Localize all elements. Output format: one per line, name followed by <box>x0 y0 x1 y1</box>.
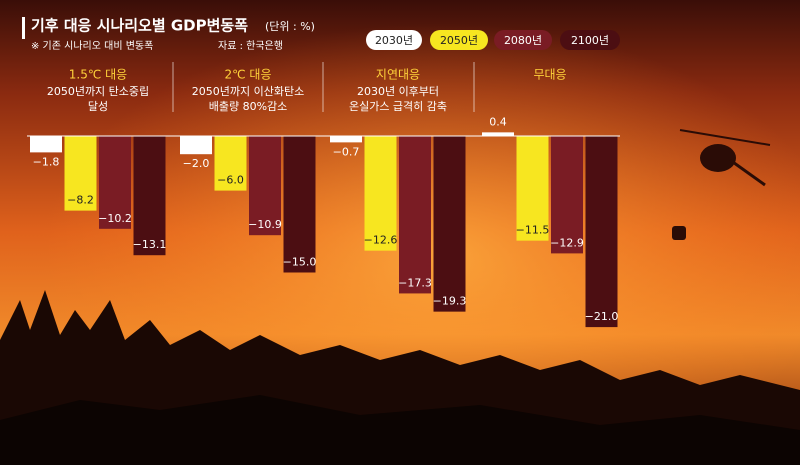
bar <box>180 136 212 155</box>
value-label: 0.4 <box>489 115 507 128</box>
category-description: 2050년까지 탄소중립 <box>47 85 149 98</box>
category-description: 2050년까지 이산화탄소 <box>192 85 304 98</box>
bar <box>364 136 397 251</box>
legend-swatch <box>366 30 422 50</box>
bar <box>214 136 247 191</box>
value-label: −12.9 <box>550 236 584 249</box>
value-label: −13.1 <box>133 238 167 251</box>
bar <box>30 136 62 153</box>
value-label: −11.5 <box>516 224 550 237</box>
value-label: −6.0 <box>217 174 244 187</box>
value-label: −8.2 <box>67 194 94 207</box>
value-label: −17.3 <box>398 276 432 289</box>
legend-label: 2080년 <box>504 34 542 47</box>
value-label: −1.8 <box>33 155 60 168</box>
bar <box>399 136 431 294</box>
legend-swatch <box>560 30 620 50</box>
category-label: 무대응 <box>533 68 566 82</box>
value-label: −15.0 <box>283 256 317 269</box>
category-description: 온실가스 급격히 감축 <box>349 99 447 113</box>
forest-foreground <box>0 395 800 465</box>
category-label: 2℃ 대응 <box>224 68 271 82</box>
category-description: 배출량 80%감소 <box>209 100 288 113</box>
bar <box>482 132 514 136</box>
bar <box>283 136 316 273</box>
category-label: 지연대응 <box>376 68 420 82</box>
bar <box>516 136 549 241</box>
legend-swatch <box>430 30 488 50</box>
value-label: −19.3 <box>433 295 467 308</box>
category-description: 2030년 이후부터 <box>357 85 439 98</box>
legend-swatch <box>494 30 552 50</box>
value-label: −21.0 <box>585 310 619 323</box>
legend-label: 2050년 <box>440 34 478 47</box>
bar <box>133 136 166 256</box>
value-label: −2.0 <box>183 157 210 170</box>
helicopter <box>672 129 771 240</box>
chart-title: 기후 대응 시나리오별 GDP변동폭 <box>31 17 248 35</box>
bar <box>551 136 583 254</box>
source: 자료 : 한국은행 <box>218 40 283 52</box>
bar <box>99 136 131 229</box>
category-label: 1.5℃ 대응 <box>69 68 127 82</box>
value-label: −12.6 <box>364 234 398 247</box>
subtitle: ※ 기존 시나리오 대비 변동폭 <box>31 40 153 52</box>
title-bar <box>22 17 25 39</box>
bar <box>330 136 362 143</box>
bar <box>64 136 97 211</box>
legend-label: 2100년 <box>571 34 609 47</box>
bar <box>433 136 466 312</box>
value-label: −10.9 <box>248 218 282 231</box>
category-description: 달성 <box>88 100 108 113</box>
value-label: −0.7 <box>333 145 360 158</box>
unit-label: (단위 : %) <box>265 20 315 33</box>
bar <box>585 136 618 328</box>
value-label: −10.2 <box>98 212 132 225</box>
legend-label: 2030년 <box>375 34 413 47</box>
bar <box>249 136 281 236</box>
